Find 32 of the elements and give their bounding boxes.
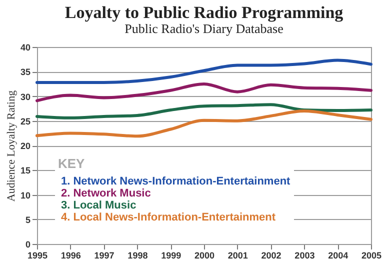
y-tick-label: 15 — [20, 166, 30, 176]
y-tick-label: 25 — [20, 116, 30, 126]
text: 4. Local News-Information-Entertainment — [61, 212, 276, 224]
x-tick-label: 2003 — [294, 250, 315, 260]
x-tick-label: 2004 — [328, 250, 348, 260]
x-tick-label: 2001 — [228, 250, 248, 260]
x-tick-label: 1998 — [128, 250, 148, 260]
y-tick-label: 10 — [20, 190, 30, 200]
x-tick-label: 1999 — [161, 250, 182, 260]
y-tick-label: 40 — [20, 42, 30, 52]
x-tick-label: 1996 — [60, 250, 81, 260]
x-tick-label: 2005 — [361, 250, 382, 260]
line-series — [36, 82, 372, 102]
y-tick-label: 20 — [20, 141, 30, 151]
x-tick-label: 1997 — [94, 250, 114, 260]
text: 2. Network Music — [61, 188, 151, 200]
legend-title: KEY — [58, 156, 86, 171]
chart-subtitle: Public Radio's Diary Database — [124, 21, 284, 36]
y-axis-title: Audience Loyalty Rating — [5, 90, 18, 202]
y-tick-label: 35 — [20, 67, 30, 78]
text: 1. Network News-Information-Entertainment — [61, 176, 291, 188]
y-tick-label: 0 — [25, 240, 30, 250]
x-tick-label: 2000 — [194, 250, 215, 260]
x-tick-label: 1995 — [27, 250, 48, 260]
x-tick-label: 2002 — [261, 250, 282, 260]
line-series — [36, 58, 372, 84]
y-tick-label: 5 — [25, 214, 30, 225]
line-series — [36, 110, 372, 138]
text: 3. Local Music — [61, 200, 136, 212]
line-series — [36, 103, 372, 120]
y-tick-label: 30 — [20, 92, 30, 102]
chart-title: Loyalty to Public Radio Programming — [64, 3, 344, 22]
